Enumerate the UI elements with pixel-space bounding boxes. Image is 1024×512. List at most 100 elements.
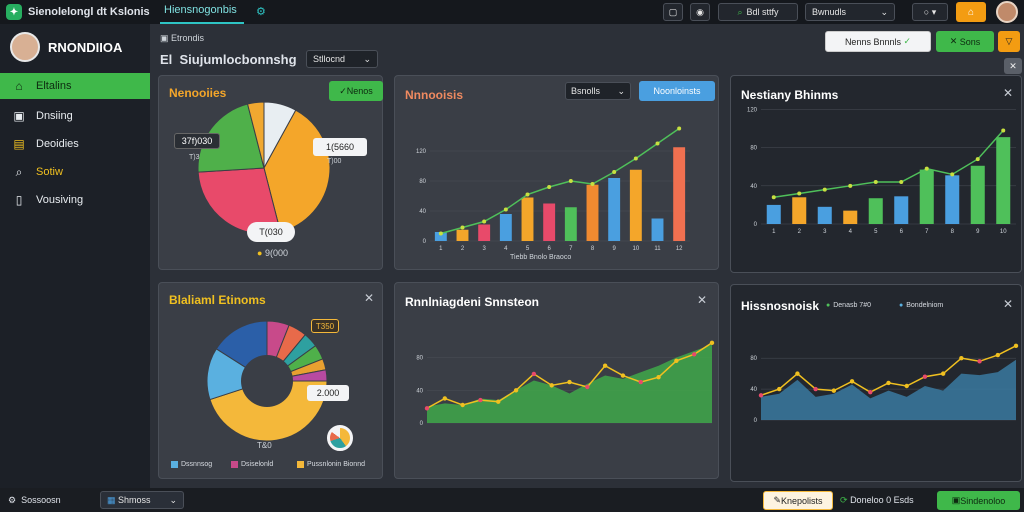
bar (945, 175, 960, 224)
x-tick-label: 7 (925, 229, 929, 235)
pie-chip[interactable]: ✓ Nenos (329, 81, 383, 101)
notification-button[interactable]: ⌂ (956, 2, 986, 22)
line-point (482, 219, 487, 224)
bar (478, 224, 491, 241)
avatar[interactable] (996, 1, 1018, 23)
tick-label: 40 (750, 184, 757, 190)
line-point (638, 379, 643, 385)
dot-icon: ● (899, 302, 904, 309)
donut-chart (206, 320, 328, 442)
line-point (460, 402, 465, 408)
x-tick-label: 12 (676, 246, 683, 252)
bar-select[interactable]: Bsnolls ⌄ (565, 82, 631, 100)
footer-button-c[interactable]: ▣ Sindenoloo (937, 491, 1020, 510)
data-label: T)3 (189, 154, 200, 161)
bar (766, 204, 781, 224)
x-tick-label: 5 (526, 246, 530, 252)
page-title: El Siujumlocbonnshg (160, 52, 297, 67)
user-avatar[interactable] (10, 32, 40, 62)
chevron-down-icon: ⌄ (363, 53, 371, 64)
top-dropdown[interactable]: Bwnudls ⌄ (805, 3, 895, 21)
bar (868, 198, 883, 224)
gear-icon[interactable]: ⚙ (256, 6, 266, 18)
line-point (924, 166, 929, 171)
tick-label: 80 (419, 179, 426, 185)
line-point (547, 185, 552, 189)
x-tick-label: 8 (951, 229, 955, 235)
bar (564, 207, 577, 241)
bar-panel: Nnnooisis Bsnolls ⌄ Noonloinsts 0 40 80 120 1… (394, 75, 719, 270)
close-icon[interactable]: ✕ (364, 291, 375, 305)
area-panel: Rnnlniagdeni Snnsteon ✕ 0 40 80 (394, 282, 719, 479)
line-point (531, 371, 537, 377)
line-point (549, 383, 554, 388)
x-tick-label: 1 (439, 246, 443, 252)
legend-item: Pussnlonin Bionnd (297, 461, 365, 468)
line-point (633, 156, 638, 161)
bar (792, 197, 807, 224)
footer-button-b[interactable]: ⟳ Doneloo 0 Esds (840, 495, 914, 505)
chart-icon: ▤ (13, 137, 25, 151)
sidebar-item-dnsiing[interactable]: ▣ Dnsiing (13, 109, 73, 123)
bar (996, 137, 1011, 224)
pie-footer: ● 9(000 (257, 248, 288, 258)
line-point (709, 340, 715, 346)
close-icon[interactable]: ✕ (697, 293, 708, 307)
footer-select[interactable]: ▦ Shmoss ⌄ (100, 491, 184, 509)
line-point (849, 379, 855, 384)
line-point (496, 399, 501, 404)
tab-active[interactable]: Hiensnogonbis (160, 4, 244, 24)
bar (894, 196, 909, 224)
sidebar-item-deoidies[interactable]: ▤ Deoidies (13, 137, 79, 151)
home-icon: ⌂ (15, 79, 23, 93)
tick-label: 120 (747, 107, 758, 113)
line-point (503, 207, 508, 212)
x-tick-label: 1 (772, 229, 776, 235)
footer-button-a[interactable]: ✎ Knepolists (763, 491, 833, 510)
x-tick-label: 10 (632, 246, 639, 252)
tick-label: 40 (419, 209, 426, 215)
search-button[interactable]: ⌕ Bdl sttfy (718, 3, 798, 21)
line-point (831, 388, 837, 393)
toggle-button[interactable]: ○ ▾ (912, 3, 948, 21)
x-tick-label: 3 (482, 246, 486, 252)
close-icon[interactable]: ✕ (1004, 58, 1022, 74)
legend-item: Dsiselonld (231, 461, 273, 468)
x-tick-label: 9 (612, 246, 616, 252)
line-point (590, 182, 595, 186)
x-axis-label: Tiebb Bnolo Braoco (510, 254, 572, 261)
line-point (975, 157, 980, 162)
pie-slice (209, 380, 328, 442)
line-point (848, 183, 853, 188)
x-tick-label: 3 (823, 229, 827, 235)
sidebar-item-vousiving[interactable]: ▯ Vousiving (0, 187, 150, 213)
square-icon[interactable]: ▢ (663, 3, 683, 21)
bar (434, 232, 447, 241)
x-tick-label: 6 (900, 229, 904, 235)
line-point (904, 383, 909, 389)
globe-icon[interactable]: ◉ (690, 3, 710, 21)
header-select[interactable]: Stllocnd ⌄ (306, 50, 378, 68)
data-label: 37f)030 (174, 133, 220, 149)
line-point (1013, 343, 1019, 349)
document-icon: ▯ (15, 193, 23, 207)
top-bar: ✦ Sienolelongl dt Kslonis Hiensnogonbis … (0, 0, 1024, 24)
line-point (568, 179, 573, 183)
close-icon[interactable]: ✕ (1003, 297, 1014, 311)
app-logo: ✦ (6, 4, 22, 20)
collapse-button[interactable]: ▽ (998, 31, 1020, 52)
sons-button[interactable]: ✕ Sons (936, 31, 994, 52)
sidebar-item-eltalins[interactable]: ⌂ Eltalins (0, 73, 150, 99)
primary-button[interactable]: Nenns Bnnnls ✓ (825, 31, 931, 52)
line-point (873, 180, 878, 184)
bar (970, 165, 985, 224)
bar (608, 178, 621, 241)
x-tick-label: 8 (591, 246, 595, 252)
close-icon[interactable]: ✕ (1003, 86, 1014, 100)
sidebar-item-sotiw[interactable]: ⌕ Sotiw (0, 159, 150, 185)
line-point (424, 406, 430, 411)
footer-bar: ⚙ Sossoosn ▦ Shmoss ⌄ ✎ Knepolists ⟳ Done… (0, 488, 1024, 512)
bar-action-button[interactable]: Noonloinsts (639, 81, 715, 101)
line-point (868, 389, 873, 395)
